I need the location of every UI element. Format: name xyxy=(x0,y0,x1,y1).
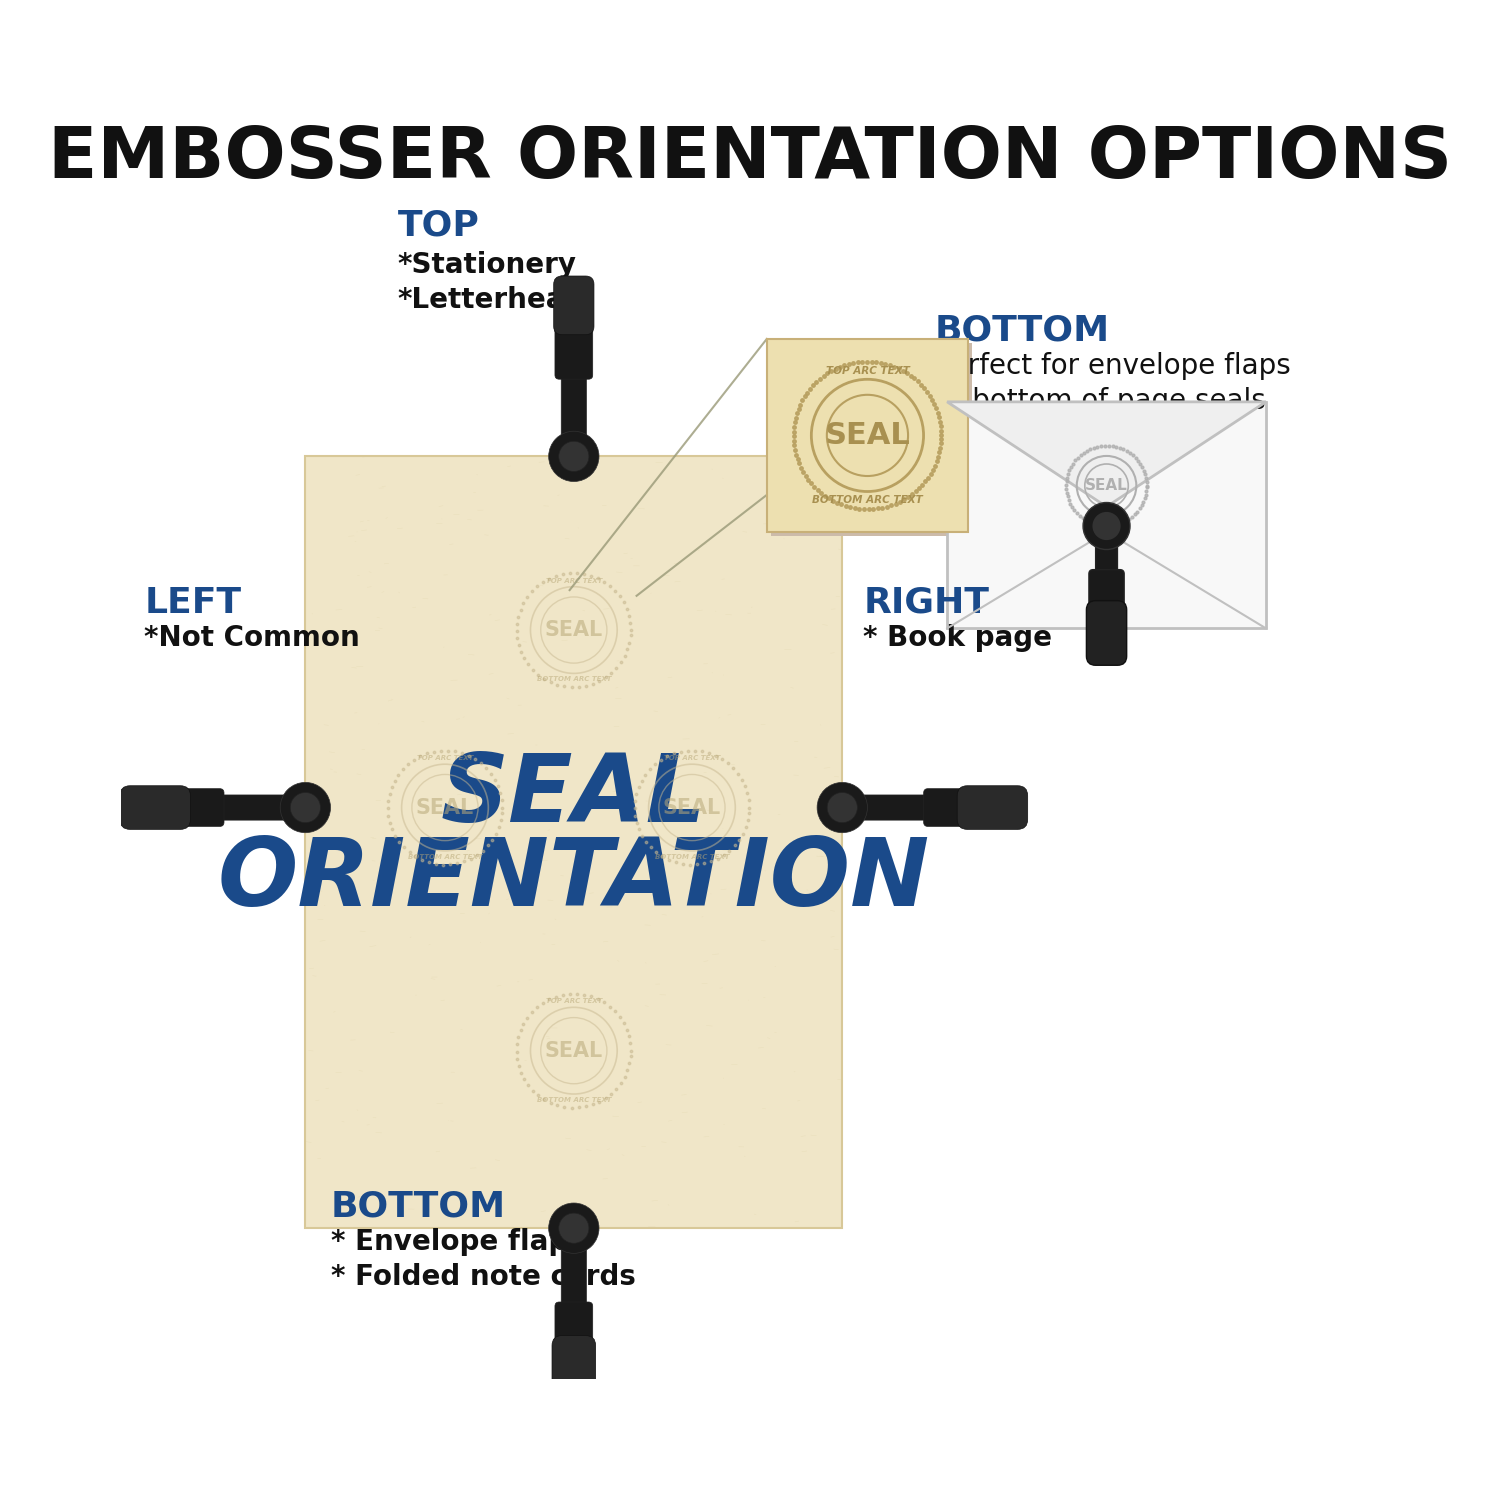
FancyBboxPatch shape xyxy=(555,321,592,380)
Polygon shape xyxy=(946,402,1266,507)
Text: *Stationery: *Stationery xyxy=(398,251,576,279)
Circle shape xyxy=(1092,512,1120,540)
Text: SEAL: SEAL xyxy=(1084,478,1128,494)
Text: SEAL: SEAL xyxy=(663,798,722,818)
FancyBboxPatch shape xyxy=(1089,570,1124,620)
FancyBboxPatch shape xyxy=(561,1246,586,1316)
Text: TOP ARC TEXT: TOP ARC TEXT xyxy=(546,578,602,584)
FancyBboxPatch shape xyxy=(957,786,1028,830)
FancyBboxPatch shape xyxy=(1095,524,1118,584)
Text: EMBOSSER ORIENTATION OPTIONS: EMBOSSER ORIENTATION OPTIONS xyxy=(48,124,1452,194)
Circle shape xyxy=(818,783,867,832)
Text: LEFT: LEFT xyxy=(144,586,242,620)
Text: * Folded note cards: * Folded note cards xyxy=(330,1263,636,1292)
Circle shape xyxy=(1083,503,1130,549)
Circle shape xyxy=(827,792,858,822)
Text: TOP ARC TEXT: TOP ARC TEXT xyxy=(546,999,602,1005)
Circle shape xyxy=(280,783,330,832)
Circle shape xyxy=(558,1214,590,1243)
FancyBboxPatch shape xyxy=(306,456,843,1228)
Text: TOP ARC TEXT: TOP ARC TEXT xyxy=(417,754,472,760)
FancyBboxPatch shape xyxy=(120,786,190,830)
Circle shape xyxy=(291,792,321,822)
Text: *Not Common: *Not Common xyxy=(144,624,360,652)
Text: * Book page: * Book page xyxy=(864,624,1053,652)
Text: SEAL: SEAL xyxy=(544,1041,603,1060)
FancyBboxPatch shape xyxy=(561,369,586,440)
Text: ORIENTATION: ORIENTATION xyxy=(217,834,930,926)
Text: SEAL: SEAL xyxy=(825,422,910,450)
FancyBboxPatch shape xyxy=(1086,600,1126,666)
Text: SEAL: SEAL xyxy=(441,750,706,842)
Circle shape xyxy=(549,430,598,482)
Text: SEAL: SEAL xyxy=(416,798,474,818)
Text: *Letterhead: *Letterhead xyxy=(398,286,585,314)
Text: TOP: TOP xyxy=(398,209,480,243)
Text: BOTTOM: BOTTOM xyxy=(330,1190,506,1224)
Text: BOTTOM ARC TEXT: BOTTOM ARC TEXT xyxy=(537,676,610,682)
Text: BOTTOM ARC TEXT: BOTTOM ARC TEXT xyxy=(812,495,922,504)
Text: Perfect for envelope flaps: Perfect for envelope flaps xyxy=(934,351,1290,380)
Circle shape xyxy=(549,1203,598,1254)
Text: BOTTOM: BOTTOM xyxy=(934,314,1110,348)
FancyBboxPatch shape xyxy=(771,344,972,536)
Text: SEAL: SEAL xyxy=(544,620,603,640)
Text: or bottom of page seals: or bottom of page seals xyxy=(934,387,1266,414)
Circle shape xyxy=(558,441,590,471)
Text: TOP ARC TEXT: TOP ARC TEXT xyxy=(664,754,720,760)
FancyBboxPatch shape xyxy=(554,276,594,334)
FancyBboxPatch shape xyxy=(859,795,933,820)
FancyBboxPatch shape xyxy=(214,795,288,820)
FancyBboxPatch shape xyxy=(946,402,1266,628)
Text: BOTTOM ARC TEXT: BOTTOM ARC TEXT xyxy=(537,1096,610,1102)
FancyBboxPatch shape xyxy=(555,1302,592,1356)
Text: TOP ARC TEXT: TOP ARC TEXT xyxy=(825,366,909,376)
Text: BOTTOM ARC TEXT: BOTTOM ARC TEXT xyxy=(654,853,729,859)
FancyBboxPatch shape xyxy=(924,789,978,826)
Text: BOTTOM ARC TEXT: BOTTOM ARC TEXT xyxy=(408,853,482,859)
FancyBboxPatch shape xyxy=(766,339,968,532)
Text: * Envelope flaps: * Envelope flaps xyxy=(330,1228,585,1256)
FancyBboxPatch shape xyxy=(552,1335,596,1406)
Text: RIGHT: RIGHT xyxy=(864,586,990,620)
FancyBboxPatch shape xyxy=(170,789,224,826)
